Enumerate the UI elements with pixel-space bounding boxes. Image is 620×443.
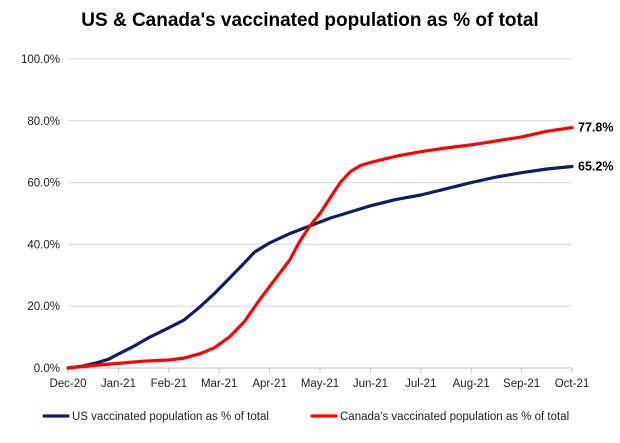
x-tick-label: Jan-21 [101, 378, 136, 390]
y-tick-label: 100.0% [21, 54, 60, 66]
y-tick-label: 40.0% [27, 239, 60, 251]
axes: 0.0% 20.0% 40.0% 60.0% 80.0% 100.0% Dec-20 Jan-… [21, 54, 589, 390]
y-tick-label: 60.0% [27, 178, 60, 190]
us-end-label: 65.2% [578, 160, 613, 174]
x-tick-label: Feb-21 [151, 378, 187, 390]
us-legend-label: US vaccinated population as % of total [72, 411, 269, 423]
chart-title: US & Canada's vaccinated population as %… [81, 10, 539, 31]
canada-legend-label: Canada's vaccinated population as % of t… [340, 411, 569, 423]
x-tick-label: May-21 [301, 378, 339, 390]
x-tick-label: Jul-21 [405, 378, 436, 390]
y-tick-label: 80.0% [27, 116, 60, 128]
x-tick-label: Oct-21 [555, 378, 590, 390]
canada-end-label: 77.8% [578, 121, 613, 135]
canada-series-line [66, 126, 574, 370]
x-tick-label: Mar-21 [201, 378, 237, 390]
y-tick-label: 0.0% [34, 363, 60, 375]
x-tick-label: Dec-20 [49, 378, 86, 390]
labels: 65.2% 77.8% [578, 121, 613, 174]
x-tick-label: Jun-21 [353, 378, 388, 390]
y-tick-label: 20.0% [27, 301, 60, 313]
legend: US vaccinated population as % of total Ca… [42, 411, 569, 423]
x-tick-label: Sep-21 [503, 378, 540, 390]
us-series-line [66, 164, 574, 370]
series-lines [66, 126, 574, 370]
gridlines [68, 58, 572, 307]
x-tick-label: Aug-21 [453, 378, 490, 390]
x-tick-label: Apr-21 [252, 378, 287, 390]
